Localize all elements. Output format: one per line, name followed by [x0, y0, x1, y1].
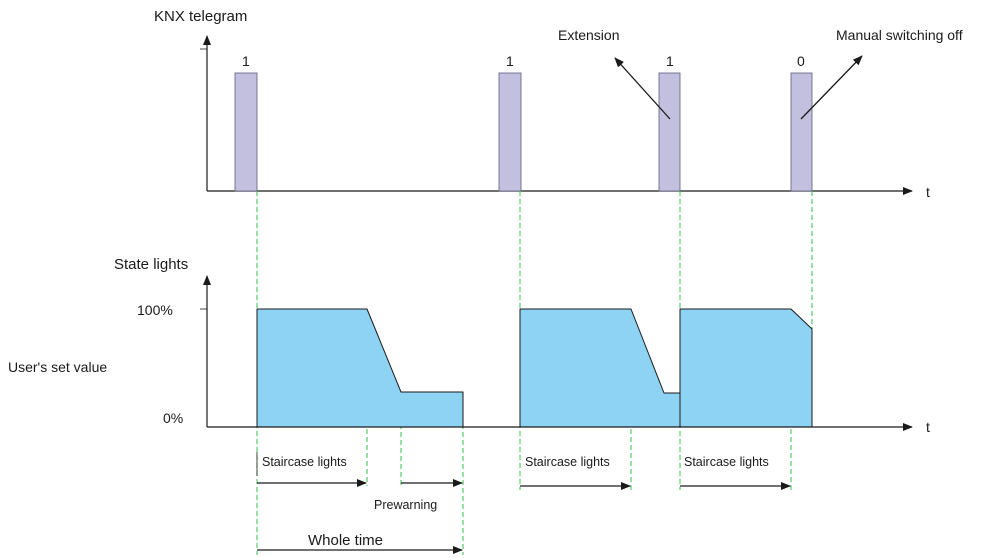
state-lights-chart: State lights t 100% 0% User's set value: [8, 256, 930, 435]
state-lights-title: State lights: [114, 256, 188, 273]
telegram-pulse-3: [658, 72, 681, 192]
top-time-label: t: [926, 184, 930, 200]
knx-telegram-chart: KNX telegram t 1 1 1 0 Extension Manual …: [154, 8, 963, 200]
light-cycle-3: [679, 308, 813, 428]
telegram-pulse-4: [790, 72, 813, 192]
telegram-value-2: 1: [506, 53, 514, 69]
staircase-lights-label-3: Staircase lights: [684, 455, 769, 469]
manual-off-arrow: [800, 55, 863, 120]
telegram-value-1: 1: [242, 53, 250, 69]
staircase-lights-label-2: Staircase lights: [525, 455, 610, 469]
whole-time-label: Whole time: [308, 532, 383, 549]
telegram-value-3: 1: [666, 53, 674, 69]
knx-telegram-title: KNX telegram: [154, 8, 247, 25]
telegram-pulse-2: [498, 72, 522, 192]
user-set-value-label: User's set value: [8, 359, 107, 375]
extension-arrow: [614, 57, 671, 120]
light-cycle-2: [519, 308, 681, 428]
extension-label: Extension: [558, 27, 619, 43]
level-100-label: 100%: [137, 302, 173, 318]
prewarning-label: Prewarning: [374, 498, 437, 512]
telegram-pulse-1: [234, 72, 258, 192]
bottom-time-label: t: [926, 419, 930, 435]
light-cycle-1: [256, 308, 464, 428]
telegram-value-4: 0: [797, 53, 805, 69]
level-0-label: 0%: [163, 410, 183, 426]
staircase-lights-label-1: Staircase lights: [262, 455, 347, 469]
interval-markers: Staircase lights Prewarning Staircase li…: [257, 455, 791, 554]
manual-off-label: Manual switching off: [836, 27, 963, 43]
